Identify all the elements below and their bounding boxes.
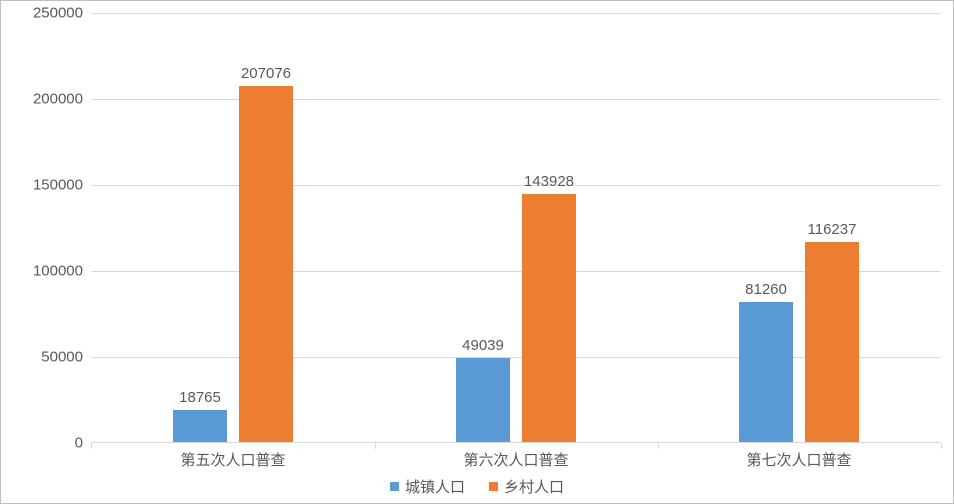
y-tick-label: 100000 <box>11 263 83 280</box>
plot-area: 18765 207076 49039 143928 81260 116237 <box>91 13 941 443</box>
bar-value-label: 81260 <box>726 281 806 298</box>
x-tick-mark <box>658 443 659 449</box>
y-tick-label: 150000 <box>11 177 83 194</box>
bar <box>173 410 227 442</box>
x-tick-label: 第五次人口普查 <box>133 449 333 470</box>
bar-value-label: 18765 <box>160 389 240 406</box>
bar-value-label: 143928 <box>509 173 589 190</box>
x-tick-label: 第六次人口普查 <box>416 449 616 470</box>
bar <box>739 302 793 442</box>
y-tick-label: 200000 <box>11 91 83 108</box>
gridline <box>91 13 941 14</box>
legend-swatch <box>489 482 498 491</box>
y-tick-label: 250000 <box>11 5 83 22</box>
bar-value-label: 49039 <box>443 337 523 354</box>
x-tick-label: 第七次人口普查 <box>699 449 899 470</box>
x-tick-mark <box>375 443 376 449</box>
bar-value-label: 207076 <box>226 65 306 82</box>
bar <box>456 358 510 442</box>
gridline <box>91 99 941 100</box>
legend-label: 乡村人口 <box>504 476 564 497</box>
legend-label: 城镇人口 <box>405 476 465 497</box>
y-tick-label: 0 <box>11 435 83 452</box>
chart-container: 18765 207076 49039 143928 81260 116237 0 50000… <box>0 0 954 504</box>
bar <box>239 86 293 442</box>
legend: 城镇人口 乡村人口 <box>390 476 564 497</box>
legend-item: 乡村人口 <box>489 476 564 497</box>
legend-item: 城镇人口 <box>390 476 465 497</box>
x-tick-mark <box>941 443 942 449</box>
bar <box>805 242 859 442</box>
bar <box>522 194 576 442</box>
legend-swatch <box>390 482 399 491</box>
x-tick-mark <box>91 443 92 449</box>
y-tick-label: 50000 <box>11 349 83 366</box>
bar-value-label: 116237 <box>792 221 872 238</box>
